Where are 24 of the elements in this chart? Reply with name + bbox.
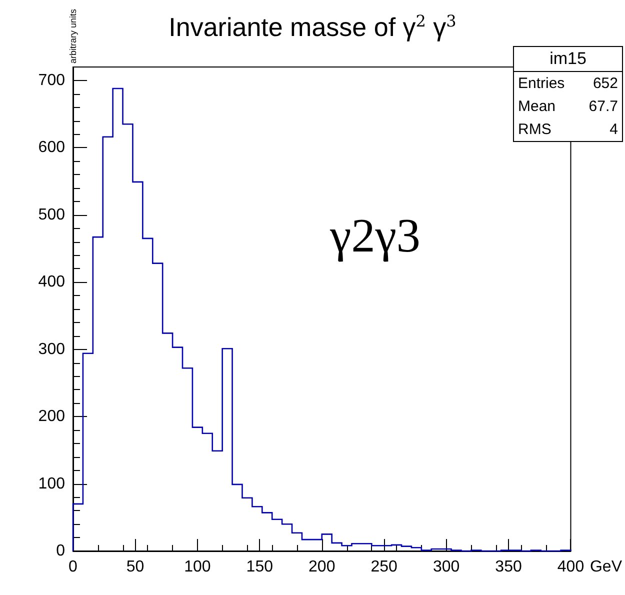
x-tick-label: 0 bbox=[68, 558, 78, 576]
y-tick-label: 500 bbox=[38, 206, 66, 224]
annotation: im15 bbox=[514, 47, 622, 72]
y-axis-title: arbitrary units bbox=[68, 8, 78, 64]
x-tick-label: 150 bbox=[246, 558, 274, 576]
x-tick-label: 200 bbox=[308, 558, 336, 576]
x-tick-label: 50 bbox=[126, 558, 144, 576]
text: Mean 67.7 bbox=[518, 98, 618, 115]
annotation: γ2γ3 bbox=[329, 210, 420, 262]
text: RMS 4 bbox=[518, 121, 618, 138]
x-tick-label: 300 bbox=[432, 558, 460, 576]
x-axis-title: GeV bbox=[590, 558, 622, 576]
y-tick-label: 0 bbox=[56, 542, 66, 560]
x-tick-label: 100 bbox=[184, 558, 211, 576]
y-tick-label: 300 bbox=[38, 340, 66, 358]
x-tick-label: 250 bbox=[370, 558, 398, 576]
y-tick-label: 600 bbox=[38, 139, 66, 156]
x-tick-label: 350 bbox=[495, 558, 522, 576]
x-tick-label: 400 bbox=[557, 558, 584, 576]
y-tick-label: 700 bbox=[38, 72, 66, 89]
y-tick-label: 400 bbox=[38, 274, 66, 291]
y-tick-label: 100 bbox=[38, 475, 66, 492]
y-tick-label: 200 bbox=[38, 408, 66, 426]
text: Entries 652 bbox=[518, 75, 618, 92]
